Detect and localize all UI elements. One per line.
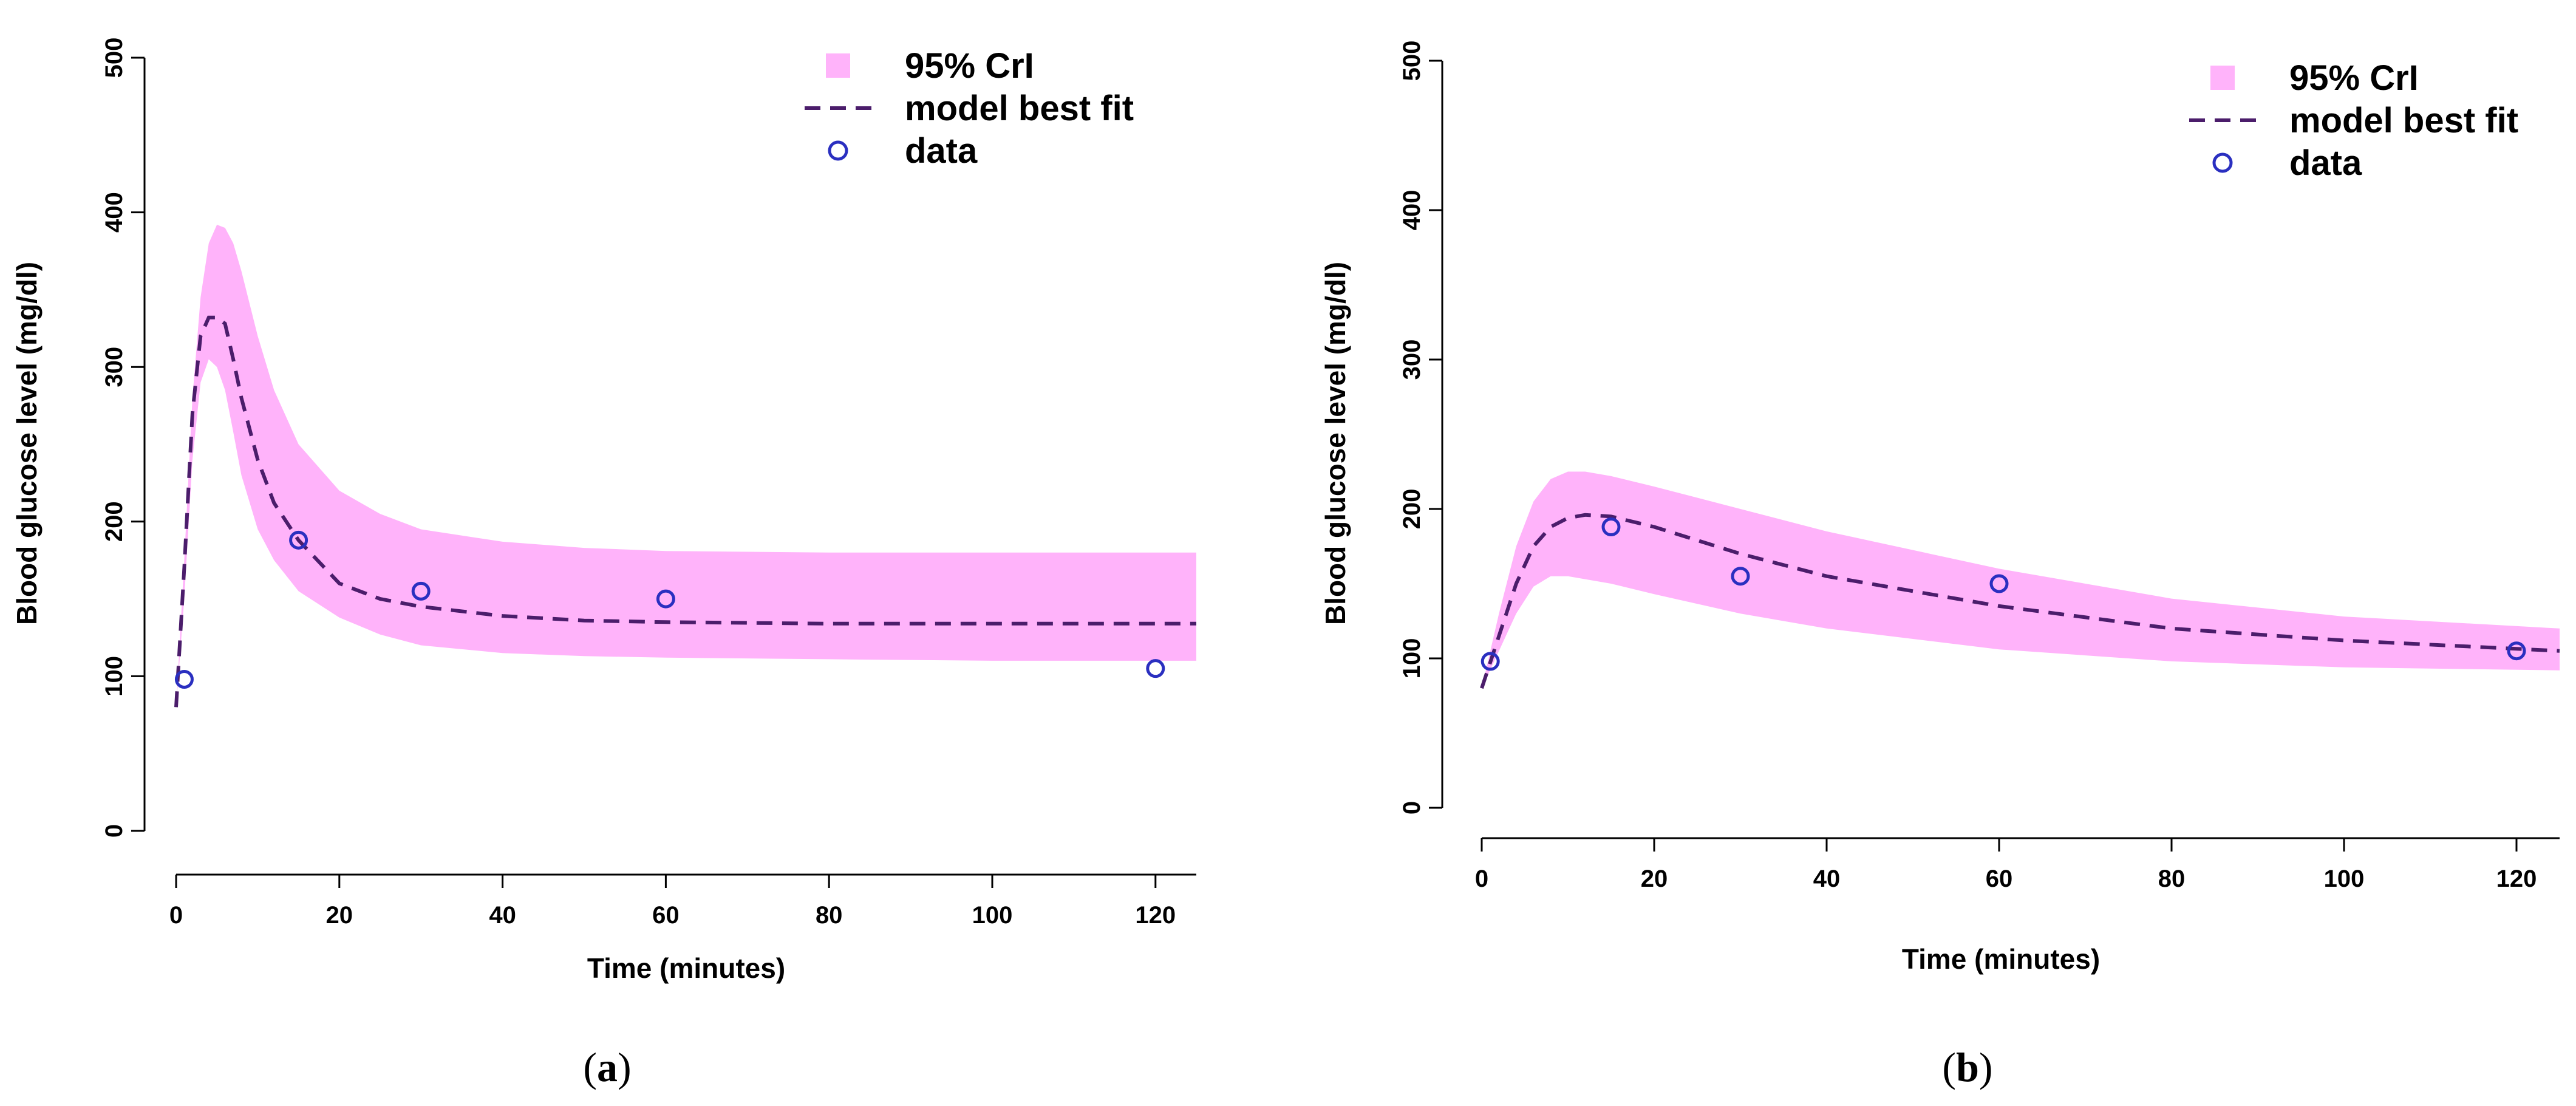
x-tick-label: 20 — [1641, 865, 1668, 892]
panel-label-a: (a) — [583, 1044, 631, 1090]
y-tick-label: 200 — [1399, 489, 1425, 530]
y-tick-label: 300 — [1399, 340, 1425, 380]
x-tick-label: 100 — [972, 902, 1013, 929]
panel-label-b: (b) — [1942, 1044, 1992, 1090]
x-tick-label: 0 — [1475, 865, 1488, 892]
y-tick-label: 500 — [1399, 41, 1425, 81]
legend-data-swatch-b — [2212, 152, 2233, 173]
legend-data-swatch-a — [828, 140, 848, 161]
x-tick-label: 40 — [489, 902, 516, 929]
data-points-a — [174, 530, 1165, 689]
y-tick-label: 400 — [1399, 190, 1425, 231]
x-axis-title-b: Time (minutes) — [1902, 943, 2100, 975]
y-tick-label: 100 — [101, 656, 128, 697]
data-point — [1481, 652, 1500, 671]
x-tick-label: 20 — [326, 902, 353, 929]
data-point — [289, 530, 308, 550]
model-fit-line-a — [174, 315, 1196, 708]
y-tick-label: 200 — [101, 501, 128, 542]
x-tick-label: 40 — [1813, 865, 1841, 892]
data-point — [1601, 517, 1621, 537]
data-points-b — [1481, 517, 2526, 671]
legend-label-fit-b: model best fit — [2289, 101, 2518, 140]
legend-label-fit-a: model best fit — [905, 89, 1134, 128]
y-tick-label: 500 — [101, 38, 128, 78]
y-tick-label: 400 — [101, 192, 128, 233]
credible-interval-band-a — [176, 225, 1196, 708]
x-tick-label: 100 — [2324, 865, 2365, 892]
legend-label-band-a: 95% CrI — [905, 46, 1034, 86]
axes-a: 0 20 40 60 80 100 120 0 100 200 300 400 500 — [101, 38, 1196, 929]
x-tick-label: 80 — [2158, 865, 2186, 892]
model-fit-line-b — [1480, 513, 2560, 689]
x-tick-label: 80 — [816, 902, 843, 929]
x-tick-label: 120 — [1135, 902, 1176, 929]
credible-interval-band-b — [1482, 471, 2560, 689]
legend-band-swatch-b — [2210, 66, 2235, 90]
data-point — [1146, 659, 1165, 678]
chart-panel-b: 0 20 40 60 80 100 120 0 100 200 300 400 500 Time (mi… — [1320, 41, 2560, 1090]
y-tick-label: 100 — [1399, 638, 1425, 679]
panel-letter-a: a — [597, 1044, 618, 1090]
legend-b: 95% CrI model best fit data — [2189, 58, 2518, 183]
data-point — [656, 589, 675, 609]
data-point — [411, 581, 431, 601]
y-tick-label: 300 — [101, 347, 128, 387]
legend-a: 95% CrI model best fit data — [805, 46, 1134, 171]
data-point — [1989, 574, 2009, 593]
legend-label-data-a: data — [905, 131, 978, 171]
x-tick-label: 60 — [652, 902, 680, 929]
panel-letter-b: b — [1956, 1044, 1979, 1090]
x-tick-label: 0 — [169, 902, 183, 929]
y-tick-label: 0 — [1399, 801, 1425, 814]
x-axis-title-a: Time (minutes) — [587, 952, 785, 984]
chart-panel-a: 0 20 40 60 80 100 120 0 100 200 300 400 500 Time (mi… — [11, 38, 1196, 1090]
y-axis-title-b: Blood glucose level (mg/dl) — [1320, 262, 1351, 625]
x-tick-label: 60 — [1986, 865, 2013, 892]
y-tick-label: 0 — [101, 824, 128, 838]
x-tick-label: 120 — [2496, 865, 2537, 892]
legend-label-band-b: 95% CrI — [2289, 58, 2419, 98]
axes-b: 0 20 40 60 80 100 120 0 100 200 300 400 500 — [1399, 41, 2560, 892]
data-point — [2507, 641, 2526, 661]
data-point — [1731, 567, 1750, 586]
y-axis-title-a: Blood glucose level (mg/dl) — [11, 262, 43, 625]
legend-label-data-b: data — [2289, 143, 2362, 183]
legend-band-swatch-a — [826, 53, 850, 78]
data-point — [174, 669, 194, 689]
